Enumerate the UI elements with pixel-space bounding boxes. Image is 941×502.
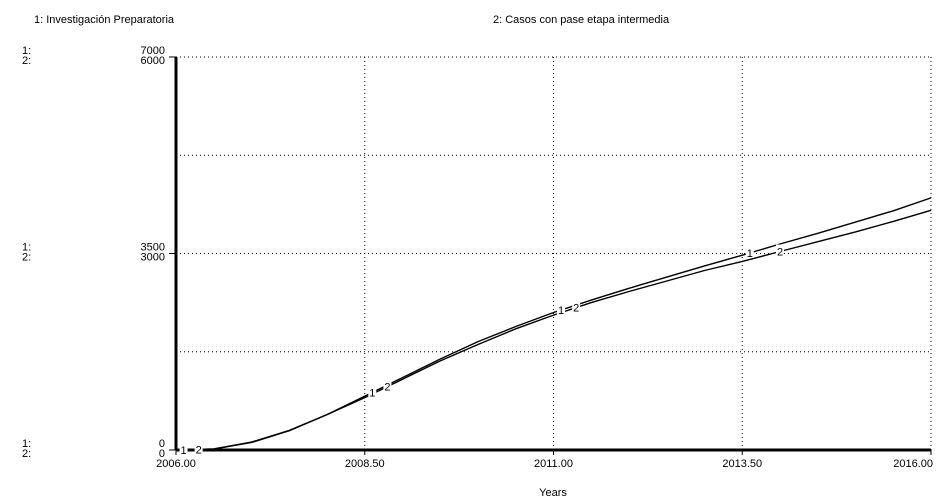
series-marker-bg xyxy=(383,379,392,392)
series-marker-bg xyxy=(745,245,754,258)
y-tick-label-axis1: 7000 xyxy=(141,45,165,57)
series-marker-bg xyxy=(179,442,188,455)
y-axis-indicator-2: 2: xyxy=(22,55,31,67)
x-tick-label: 2006.00 xyxy=(156,458,196,470)
y-axis-indicator-1: 1: xyxy=(22,45,31,57)
x-tick-label: 2013.50 xyxy=(722,458,762,470)
series-line-1 xyxy=(175,197,932,451)
x-axis: 2006.00 2008.50 2011.00 2013.50 2016.00 xyxy=(156,450,933,470)
grid xyxy=(176,57,931,450)
x-tick-label: 2016.00 xyxy=(893,458,933,470)
series-marker-2: 2 xyxy=(573,303,579,315)
legend-series-2: 2: Casos con pase etapa intermedia xyxy=(493,14,670,26)
series-marker-1: 1 xyxy=(180,445,186,457)
y-axis-indicator-1: 1: xyxy=(22,438,31,450)
series-marker-2: 2 xyxy=(384,382,390,394)
series-marker-1: 1 xyxy=(369,387,375,399)
y-axis-indicator-2: 2: xyxy=(22,448,31,460)
y-tick-label-axis2: 0 xyxy=(159,448,165,460)
y-axis-indicator-1: 1: xyxy=(22,242,31,254)
series-marker-bg xyxy=(557,302,566,315)
series-marker-1: 1 xyxy=(747,248,753,260)
x-axis-title: Years xyxy=(539,487,567,499)
y-axes: 1: 7000 2: 6000 1: 3500 2: 3000 1: 0 2: 0 xyxy=(22,45,176,460)
series-marker-bg xyxy=(194,442,203,455)
series-marker-2: 2 xyxy=(777,247,783,259)
y-tick-label-axis1: 3500 xyxy=(141,242,165,254)
x-tick-label: 2011.00 xyxy=(534,458,573,470)
y-tick-label-axis1: 0 xyxy=(159,438,165,450)
series-marker-1: 1 xyxy=(558,305,564,317)
series-marker-2: 2 xyxy=(196,444,202,456)
y-tick-label-axis2: 3000 xyxy=(141,252,165,264)
series-marker-bg xyxy=(776,244,784,257)
legend-series-1: 1: Investigación Preparatoria xyxy=(34,14,175,26)
series-layer xyxy=(175,197,932,451)
y-axis-indicator-2: 2: xyxy=(22,252,31,264)
series-line-2 xyxy=(175,209,932,451)
series-marker-bg xyxy=(572,300,581,313)
x-tick-label: 2008.50 xyxy=(345,458,385,470)
series-marker-bg xyxy=(368,385,377,398)
y-tick-label-axis2: 6000 xyxy=(141,55,165,67)
